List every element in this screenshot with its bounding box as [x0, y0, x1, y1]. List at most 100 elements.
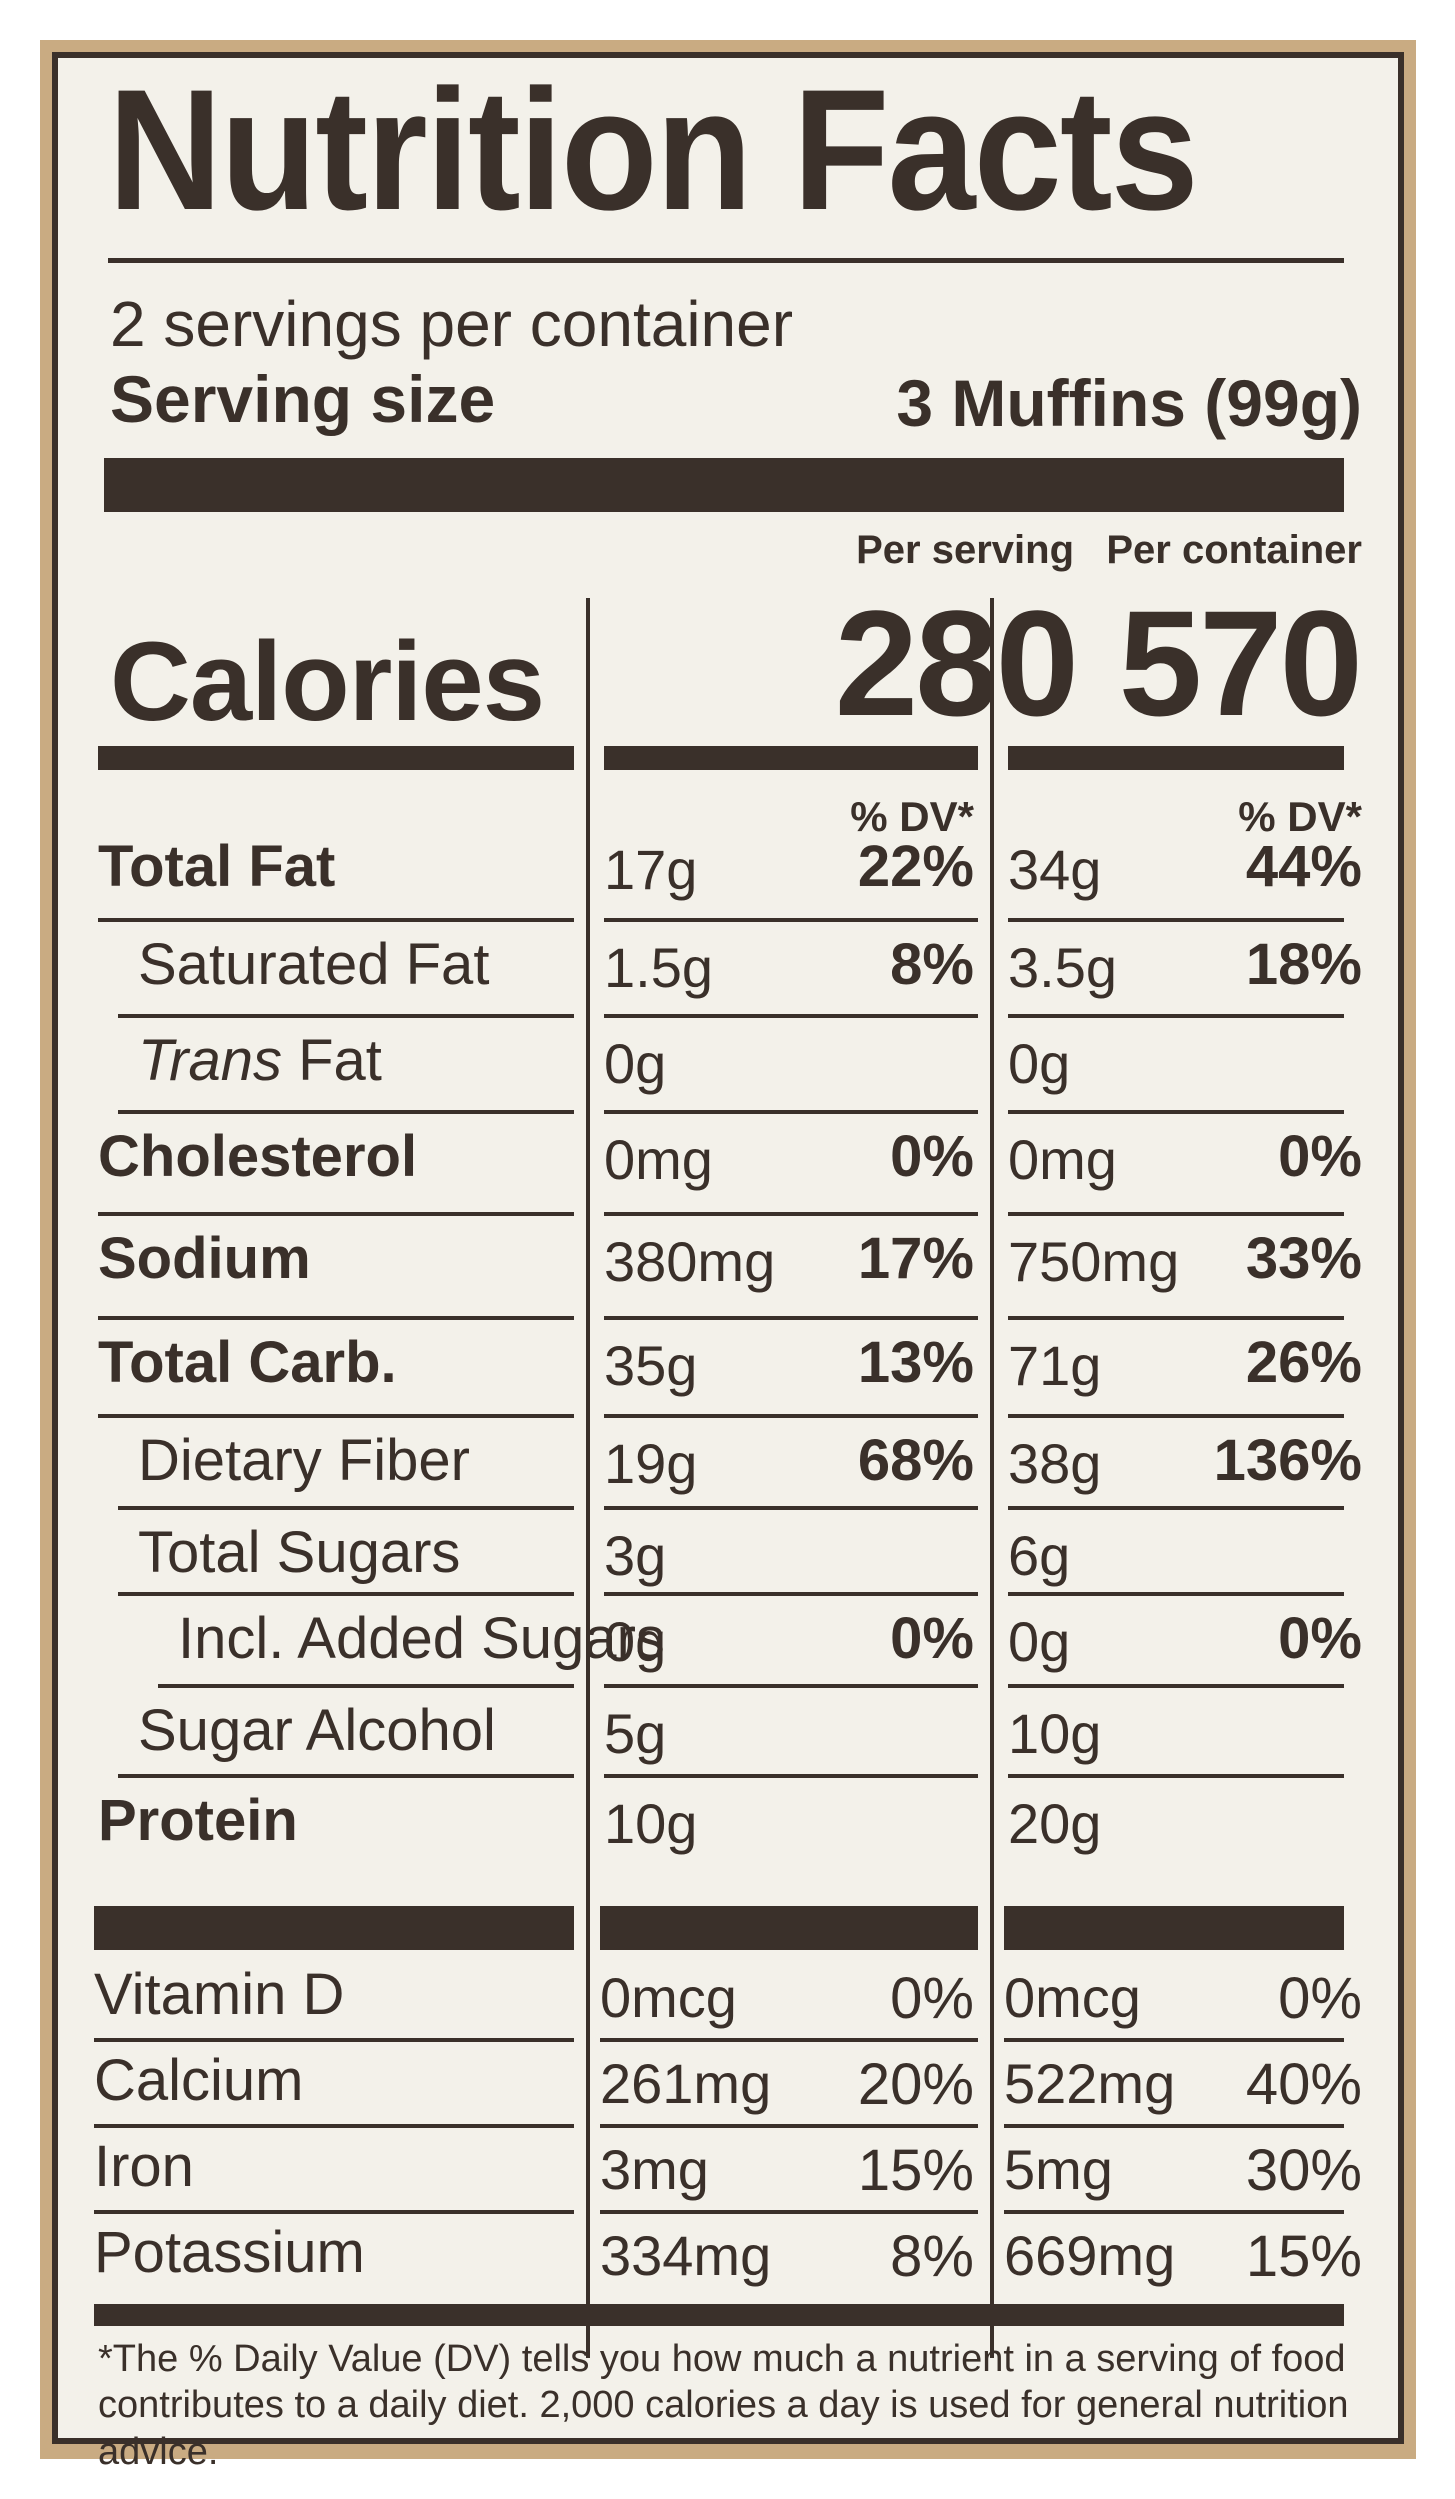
row-separator [158, 1684, 574, 1688]
nutrient-name: Cholesterol [98, 1124, 418, 1189]
row-separator [1008, 1316, 1344, 1320]
container-amount: 34g [1008, 838, 1102, 901]
container-amount: 0mcg [1004, 1966, 1141, 2029]
row-separator [98, 918, 574, 922]
serving-amount: 3mg [600, 2138, 709, 2201]
footnote-bar [94, 2304, 1344, 2326]
row-separator [1008, 1414, 1344, 1418]
row-separator [604, 1774, 978, 1778]
serving-amount: 334mg [600, 2224, 772, 2287]
nutrient-name-italic: Trans [138, 1028, 282, 1093]
calories-rule-2 [604, 746, 978, 770]
container-dv: 15% [1245, 2224, 1362, 2289]
title-rule [108, 258, 1344, 263]
serving-dv: 0% [890, 1124, 974, 1189]
serving-amount: 261mg [600, 2052, 772, 2115]
container-amount: 0g [1008, 1610, 1071, 1673]
row-separator [604, 1316, 978, 1320]
vitamin-name: Iron [94, 2134, 194, 2199]
container-dv: 40% [1245, 2052, 1362, 2117]
nutrient-name: Total Sugars [138, 1520, 461, 1585]
serving-amount: 3g [604, 1524, 667, 1587]
nutrient-name: Protein [98, 1788, 298, 1853]
row-separator [118, 1014, 574, 1018]
row-separator [1008, 1592, 1344, 1596]
vitamin-name: Vitamin D [94, 1962, 345, 2027]
row-separator [1004, 2124, 1344, 2128]
container-dv: 44% [1245, 834, 1362, 899]
row-separator [604, 1592, 978, 1596]
serving-dv: 68% [857, 1428, 974, 1493]
container-amount: 522mg [1004, 2052, 1176, 2115]
row-separator [604, 1212, 978, 1216]
divider-name-serving [586, 598, 590, 2358]
row-separator [118, 1110, 574, 1114]
row-separator [94, 2210, 574, 2214]
serving-size-label: Serving size [110, 362, 496, 436]
vitamin-bar-3 [1004, 1906, 1344, 1950]
row-separator [1008, 1014, 1344, 1018]
dv-header-serving: % DV* [850, 793, 974, 840]
vitamin-bar-2 [600, 1906, 978, 1950]
container-amount: 71g [1008, 1334, 1102, 1397]
row-separator [600, 2210, 978, 2214]
row-separator [604, 1110, 978, 1114]
col-per-serving: Per serving [856, 528, 1074, 572]
container-amount: 20g [1008, 1792, 1102, 1855]
container-dv: 18% [1245, 932, 1362, 997]
row-separator [604, 1684, 978, 1688]
dv-header-container: % DV* [1238, 793, 1362, 840]
row-separator [1004, 2038, 1344, 2042]
serving-dv: 15% [857, 2138, 974, 2203]
footnote: *The % Daily Value (DV) tells you how mu… [98, 2338, 1349, 2473]
row-separator [1008, 918, 1344, 922]
container-dv: 0% [1278, 1606, 1362, 1671]
calories-rule-1 [98, 746, 574, 770]
container-dv: 30% [1245, 2138, 1362, 2203]
row-separator [94, 2038, 574, 2042]
row-separator [604, 1506, 978, 1510]
nutrient-name: Saturated Fat [138, 932, 490, 997]
serving-amount: 17g [604, 838, 698, 901]
row-separator [98, 1414, 574, 1418]
container-amount: 0mg [1008, 1128, 1117, 1191]
row-separator [118, 1774, 574, 1778]
thick-bar-top [104, 458, 1344, 512]
nutrient-name: Total Fat [98, 834, 336, 899]
row-separator [1008, 1506, 1344, 1510]
container-amount: 669mg [1004, 2224, 1176, 2287]
row-separator [1004, 2210, 1344, 2214]
serving-amount: 35g [604, 1334, 698, 1397]
serving-dv: 0% [890, 1966, 974, 2031]
vitamin-bar-1 [94, 1906, 574, 1950]
container-dv: 0% [1278, 1124, 1362, 1189]
nutrient-name: Total Carb. [98, 1330, 397, 1395]
container-dv: 0% [1278, 1966, 1362, 2031]
row-separator [1008, 1110, 1344, 1114]
row-separator [98, 1212, 574, 1216]
container-dv: 33% [1245, 1226, 1362, 1291]
container-dv: 26% [1245, 1330, 1362, 1395]
serving-amount: 0mcg [600, 1966, 737, 2029]
nutrition-facts-panel: Nutrition Facts 2 servings per container… [52, 52, 1404, 2473]
serving-dv: 17% [857, 1226, 974, 1291]
serving-size-value: 3 Muffins (99g) [896, 366, 1362, 440]
panel-title: Nutrition Facts [108, 54, 1199, 246]
nutrient-name: Sugar Alcohol [138, 1698, 496, 1763]
calories-rule-3 [1008, 746, 1344, 770]
serving-amount: 0g [604, 1032, 667, 1095]
row-separator [98, 1316, 574, 1320]
row-separator [118, 1506, 574, 1510]
row-separator [94, 2124, 574, 2128]
serving-dv: 0% [890, 1606, 974, 1671]
nutrient-name: Trans Fat [138, 1028, 382, 1093]
container-dv: 136% [1213, 1428, 1362, 1493]
serving-amount: 380mg [604, 1230, 776, 1293]
container-amount: 6g [1008, 1524, 1071, 1587]
col-per-container: Per container [1106, 528, 1362, 572]
serving-amount: 10g [604, 1792, 698, 1855]
calories-label: Calories [110, 619, 545, 744]
container-amount: 3.5g [1008, 936, 1117, 999]
nutrient-name: Sodium [98, 1226, 311, 1291]
row-separator [1008, 1684, 1344, 1688]
